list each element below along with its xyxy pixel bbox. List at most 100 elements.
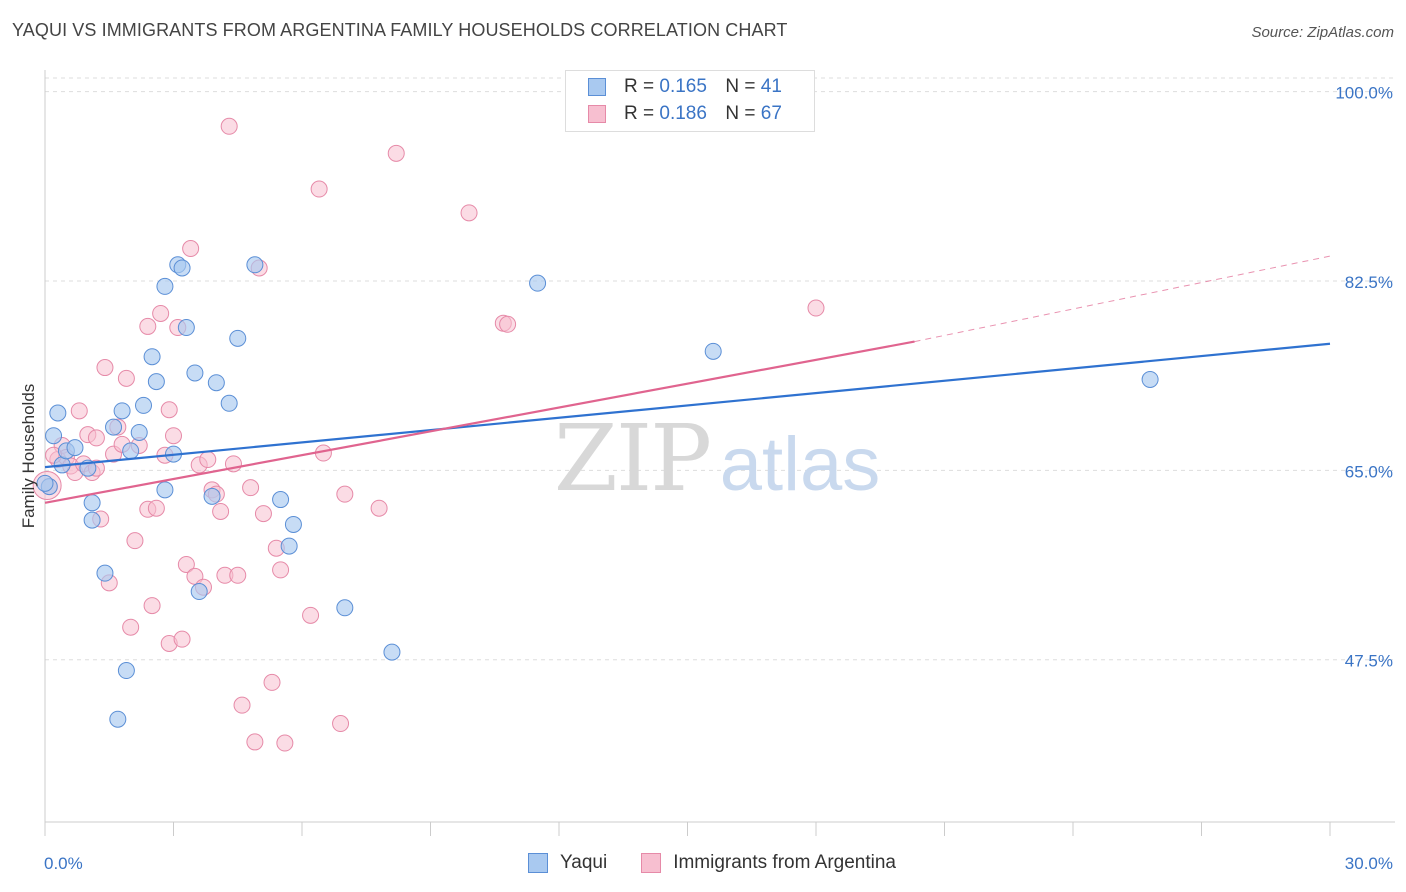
x-tick-label: 0.0% — [44, 854, 83, 873]
argentina-point — [143, 597, 161, 615]
argentina-point — [246, 733, 264, 751]
argentina-point — [117, 369, 135, 387]
n-label: N = — [725, 103, 756, 124]
argentina-point — [199, 451, 217, 469]
argentina-point — [310, 180, 328, 198]
argentina-point — [96, 359, 114, 377]
chart-title: YAQUI VS IMMIGRANTS FROM ARGENTINA FAMIL… — [12, 20, 788, 40]
yaqui-point — [147, 373, 165, 391]
argentina-point — [173, 630, 191, 648]
argentina-point — [370, 499, 388, 517]
yaqui-point — [336, 599, 354, 617]
argentina-point — [242, 479, 260, 497]
yaqui-point — [83, 494, 101, 512]
argentina-point — [254, 505, 272, 523]
argentina-point — [212, 502, 230, 520]
n-label: N = — [725, 76, 756, 97]
yaqui-point — [203, 487, 221, 505]
yaqui-point — [280, 537, 298, 555]
r-value: 0.165 — [659, 76, 707, 97]
y-tick-label: 82.5% — [1345, 273, 1393, 292]
trend-lines — [44, 255, 1331, 504]
argentina-point — [460, 204, 478, 222]
trend-line-yaqui — [44, 342, 1331, 469]
watermark-atlas: atlas — [720, 422, 881, 507]
argentina-point — [126, 532, 144, 550]
argentina-point — [263, 673, 281, 691]
argentina-point — [272, 561, 290, 579]
n-value: 41 — [760, 76, 782, 97]
argentina-point — [807, 299, 825, 317]
yaqui-point — [1141, 370, 1159, 388]
argentina-point — [70, 402, 88, 420]
yaqui-point — [66, 439, 84, 457]
legend-label-argentina: Immigrants from Argentina — [673, 852, 896, 873]
yaqui-swatch — [528, 853, 548, 873]
argentina-swatch — [641, 853, 662, 873]
yaqui-point — [704, 342, 722, 360]
x-tick-label: 30.0% — [1345, 854, 1393, 873]
yaqui-point — [105, 418, 123, 436]
yaqui-point — [122, 442, 140, 460]
yaqui-point — [186, 364, 204, 382]
yaqui-point — [130, 423, 148, 441]
r-label: R = — [624, 103, 655, 124]
argentina-point — [87, 429, 105, 447]
yaqui-point — [83, 511, 101, 529]
argentina-point — [332, 715, 350, 733]
series-legend: Yaqui Immigrants from Argentina — [528, 852, 930, 874]
r-label: R = — [624, 76, 655, 97]
argentina-point — [160, 401, 178, 419]
argentina-point — [499, 315, 517, 333]
yaqui-point — [229, 329, 247, 347]
yaqui-point — [383, 643, 401, 661]
axes — [44, 70, 1395, 836]
yaqui-point — [246, 256, 264, 274]
argentina-point — [276, 734, 294, 752]
legend-item-argentina: Immigrants from Argentina — [641, 852, 896, 874]
argentina-point — [182, 240, 200, 258]
yaqui-point — [220, 394, 238, 412]
argentina-swatch — [588, 105, 606, 123]
watermark: ZIP atlas — [554, 405, 880, 512]
yaqui-point — [207, 374, 225, 392]
yaqui-point — [49, 404, 67, 422]
argentina-point — [152, 304, 170, 322]
tick-labels: 47.5% 65.0% 82.5% 100.0% 0.0% 30.0% — [44, 84, 1393, 873]
legend-row-yaqui: R = 0.165 N = 41 — [588, 75, 782, 99]
source-label: Source: ZipAtlas.com — [1251, 24, 1394, 41]
y-tick-label: 100.0% — [1335, 84, 1393, 103]
yaqui-point — [173, 259, 191, 277]
argentina-point — [229, 566, 247, 584]
yaqui-point — [143, 348, 161, 366]
legend-label-yaqui: Yaqui — [560, 852, 608, 873]
yaqui-point — [272, 491, 290, 509]
series-yaqui — [36, 256, 1159, 728]
yaqui-point — [135, 396, 153, 414]
argentina-point — [165, 427, 182, 445]
n-value: 67 — [760, 103, 782, 124]
yaqui-point — [529, 274, 547, 292]
yaqui-point — [177, 319, 195, 337]
yaqui-point — [109, 710, 127, 728]
grid-lines — [45, 77, 1395, 661]
legend-row-argentina: R = 0.186 N = 67 — [588, 102, 782, 126]
yaqui-point — [113, 402, 131, 420]
yaqui-point — [156, 481, 174, 499]
argentina-point — [139, 317, 157, 335]
trend-line-argentina-extension — [914, 255, 1331, 343]
yaqui-point — [96, 564, 114, 582]
argentina-point — [147, 499, 165, 517]
yaqui-point — [117, 662, 135, 680]
argentina-point — [336, 485, 354, 503]
argentina-point — [177, 555, 195, 573]
watermark-zip: ZIP — [554, 405, 710, 512]
yaqui-point — [156, 277, 174, 295]
r-value: 0.186 — [659, 103, 707, 124]
legend-item-yaqui: Yaqui — [528, 852, 607, 874]
trend-line-argentina — [44, 340, 915, 504]
y-tick-label: 47.5% — [1345, 652, 1393, 671]
correlation-legend: R = 0.165 N = 41 R = 0.186 N = 67 — [565, 70, 815, 132]
argentina-point — [387, 144, 405, 162]
